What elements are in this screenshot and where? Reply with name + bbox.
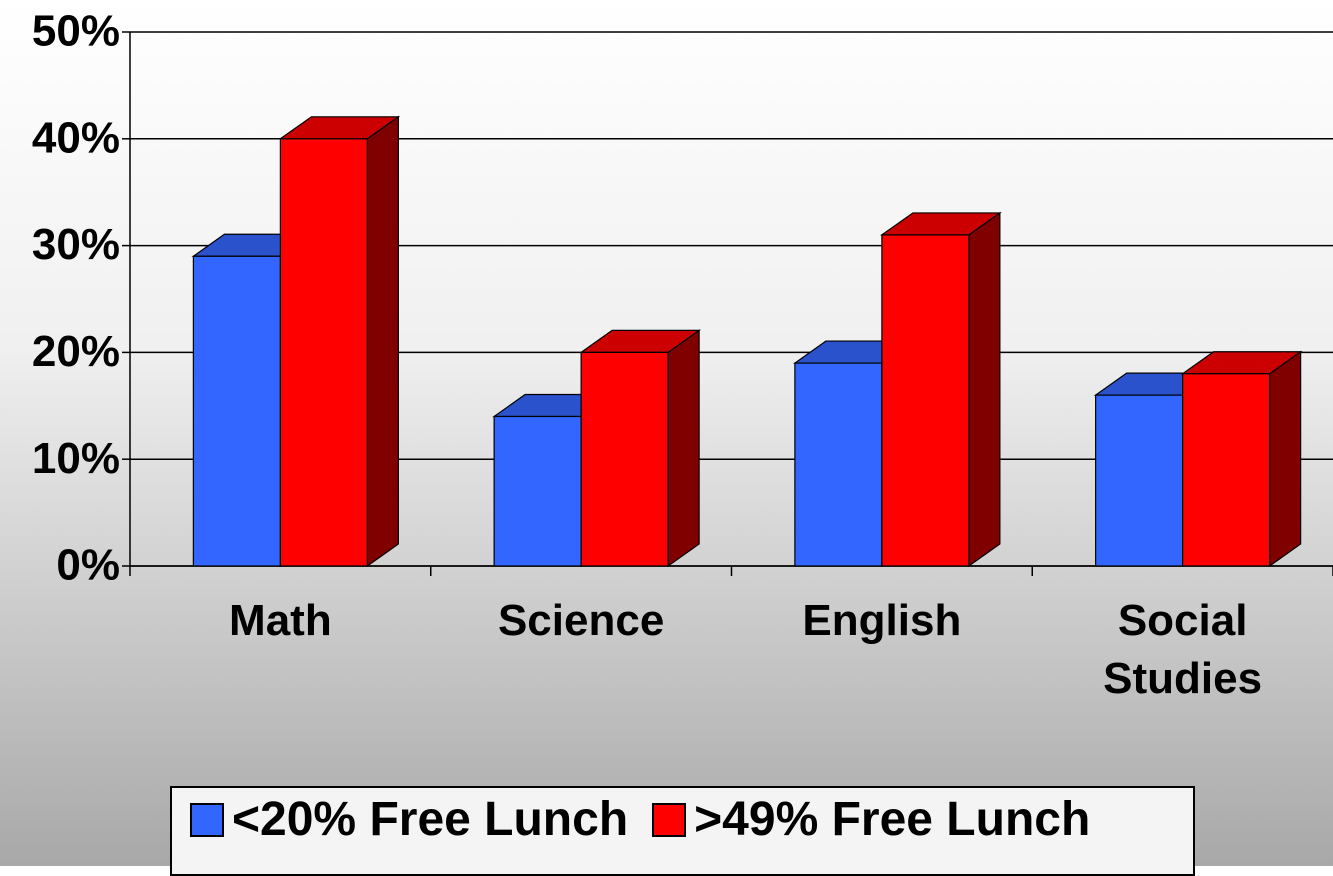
bar-front bbox=[1182, 373, 1271, 567]
bar-front bbox=[1095, 394, 1184, 567]
legend-label: <20% Free Lunch bbox=[232, 793, 629, 846]
bar-side bbox=[968, 211, 1001, 568]
x-tick-label: Math bbox=[229, 596, 332, 645]
bar-front bbox=[580, 351, 669, 567]
bar bbox=[579, 329, 702, 568]
y-tick-label: 40% bbox=[32, 113, 120, 162]
bar-side bbox=[366, 115, 399, 568]
legend-item: >49% Free Lunch bbox=[652, 792, 1090, 847]
bar-front bbox=[493, 415, 582, 567]
y-tick-label: 0% bbox=[56, 541, 120, 590]
legend-item: <20% Free Lunch bbox=[190, 792, 628, 847]
bar-front bbox=[192, 255, 281, 567]
y-tick-label: 10% bbox=[32, 434, 120, 483]
bar-side bbox=[1269, 350, 1302, 568]
y-tick-label: 30% bbox=[32, 220, 120, 269]
legend-swatch bbox=[190, 802, 224, 837]
y-tick-label: 50% bbox=[32, 7, 120, 56]
bar-side bbox=[667, 329, 700, 568]
bar-front bbox=[794, 362, 883, 567]
x-tick-label: Science bbox=[497, 596, 665, 645]
bar-front bbox=[279, 138, 368, 567]
x-tick-label: English bbox=[802, 596, 962, 645]
x-tick-label: Social Studies bbox=[1103, 596, 1263, 703]
bar bbox=[879, 211, 1002, 568]
bar bbox=[1180, 350, 1303, 568]
legend-swatch bbox=[652, 802, 687, 837]
y-tick-label: 20% bbox=[32, 327, 120, 376]
legend-label: >49% Free Lunch bbox=[694, 793, 1091, 846]
bar bbox=[278, 115, 401, 568]
bar-front bbox=[881, 234, 970, 567]
legend: <20% Free Lunch >49% Free Lunch bbox=[170, 786, 1195, 876]
